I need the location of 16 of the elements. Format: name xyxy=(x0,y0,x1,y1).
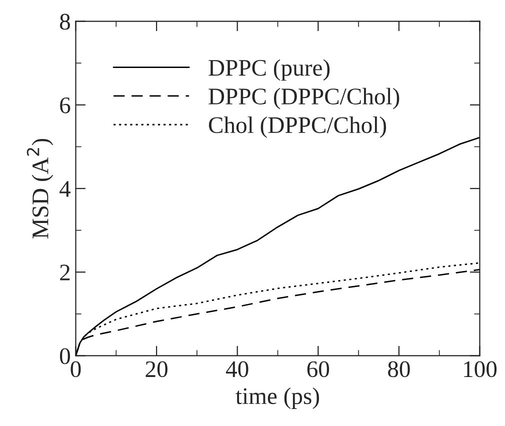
x-tick-label: 100 xyxy=(464,361,497,378)
legend-label: DPPC (pure) xyxy=(208,59,330,81)
x-tick-label: 80 xyxy=(388,361,410,378)
x-axis-title: time (ps) xyxy=(236,388,320,409)
x-tick-label: 0 xyxy=(70,361,81,378)
y-tick-label: 4 xyxy=(60,181,71,197)
x-tick-label: 40 xyxy=(226,361,248,378)
y-tick-label: 2 xyxy=(60,264,70,280)
legend-label: DPPC (DPPC/Chol) xyxy=(208,88,400,110)
y-tick-label: 0 xyxy=(60,348,70,364)
y-tick-label: 8 xyxy=(60,14,70,30)
x-tick-label: 60 xyxy=(307,361,330,378)
y-tick-label: 6 xyxy=(60,97,70,114)
x-tick-label: 20 xyxy=(146,361,168,378)
legend-label: Chol (DPPC/Chol) xyxy=(208,116,386,138)
y-axis-title: MSD (A$^{2}$) xyxy=(26,138,54,238)
